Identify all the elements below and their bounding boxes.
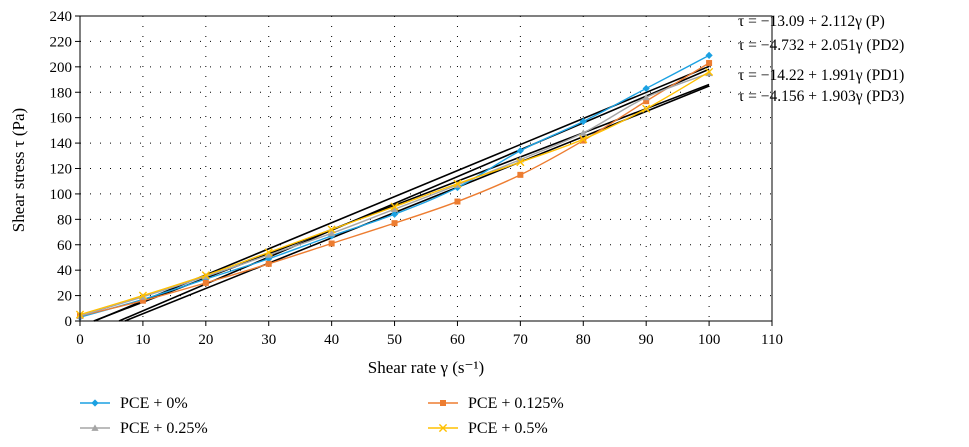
x-tick-label: 20 xyxy=(198,332,213,348)
series-4 xyxy=(75,67,714,319)
fit-equation-label: τ = −4.156 + 1.903γ (PD3) xyxy=(738,88,904,105)
legend-item: PCE + 0.125% xyxy=(428,395,564,412)
data-point xyxy=(642,84,650,93)
data-point xyxy=(454,198,461,205)
fit-equation-label: τ = −4.732 + 2.051γ (PD2) xyxy=(738,37,904,54)
y-tick-label: 180 xyxy=(50,85,73,101)
y-tick-label: 100 xyxy=(50,187,73,203)
data-point xyxy=(516,147,524,155)
y-tick-label: 140 xyxy=(50,136,73,152)
data-point xyxy=(704,67,714,77)
data-point xyxy=(579,135,588,144)
data-point xyxy=(390,205,399,213)
legend-label: PCE + 0.125% xyxy=(468,395,564,412)
y-tick-label: 80 xyxy=(57,212,72,228)
series-2 xyxy=(77,60,713,319)
x-tick-label: 0 xyxy=(76,332,84,348)
data-point xyxy=(265,251,273,258)
legend-item: PCE + 0.5% xyxy=(428,420,548,437)
legend-marker xyxy=(91,424,99,431)
data-point xyxy=(390,210,399,218)
data-point xyxy=(264,248,273,257)
y-tick-label: 200 xyxy=(50,60,73,76)
grid-lines xyxy=(80,15,773,321)
x-tick-label: 30 xyxy=(261,332,276,348)
data-point xyxy=(328,229,336,237)
data-point xyxy=(327,225,336,234)
data-point xyxy=(390,202,399,211)
axes xyxy=(75,15,773,326)
x-tick-label: 40 xyxy=(324,332,339,348)
data-point xyxy=(706,60,713,67)
y-tick-label: 120 xyxy=(50,162,73,178)
legend-marker xyxy=(438,423,448,433)
x-tick-label: 10 xyxy=(135,332,150,348)
legend-label: PCE + 0.5% xyxy=(468,420,548,437)
data-point xyxy=(643,98,650,105)
y-axis-title: Shear stress τ (Pa) xyxy=(9,108,28,232)
data-point xyxy=(328,240,335,247)
data-point xyxy=(139,297,146,304)
x-axis-title: Shear rate γ (s⁻¹) xyxy=(368,358,484,377)
y-tick-label: 220 xyxy=(50,34,73,50)
x-tick-label: 80 xyxy=(576,332,591,348)
data-point xyxy=(579,129,587,136)
legend: PCE + 0% PCE + 0.125% PCE + 0.25% PCE + 0.5… xyxy=(80,395,564,437)
legend-marker xyxy=(91,399,99,407)
plot-frame xyxy=(79,15,773,322)
data-point xyxy=(642,93,650,101)
data-point xyxy=(705,51,713,59)
legend-item: PCE + 0.25% xyxy=(80,420,208,437)
y-tick-label: 160 xyxy=(50,111,73,127)
data-point xyxy=(642,104,651,113)
fit-equation-label: τ = −14.22 + 1.991γ (PD1) xyxy=(738,67,904,84)
legend-marker xyxy=(440,400,446,406)
y-tick-label: 0 xyxy=(65,314,73,330)
x-tick-label: 50 xyxy=(387,332,402,348)
data-point xyxy=(265,255,273,263)
y-tick-label: 20 xyxy=(57,289,72,305)
data-point xyxy=(517,171,524,178)
fit-equation-label: τ = −13.09 + 2.112γ (P) xyxy=(738,13,885,30)
y-tick-label: 60 xyxy=(57,238,72,254)
series-line xyxy=(79,71,710,316)
data-series xyxy=(75,51,714,321)
x-tick-label: 90 xyxy=(639,332,654,348)
fit-line-pd1 xyxy=(124,85,710,322)
data-point xyxy=(265,260,272,267)
equation-annotations: τ = −13.09 + 2.112γ (P) τ = −4.732 + 2.05… xyxy=(738,13,904,105)
y-tick-label: 240 xyxy=(50,9,73,25)
x-tick-label: 60 xyxy=(450,332,465,348)
data-point xyxy=(453,179,462,188)
legend-label: PCE + 0.25% xyxy=(120,420,208,437)
x-tick-label: 110 xyxy=(761,332,783,348)
data-point xyxy=(516,158,525,167)
tick-labels: 0 10 20 30 40 50 60 70 80 90 100 110 0 20 40 60 80 100 120… xyxy=(50,9,783,348)
data-point xyxy=(391,220,398,227)
y-tick-label: 40 xyxy=(57,263,72,279)
legend-label: PCE + 0% xyxy=(120,395,188,412)
data-point xyxy=(201,271,210,280)
data-point xyxy=(579,117,587,126)
data-point xyxy=(580,137,587,144)
data-point xyxy=(202,279,209,286)
x-tick-label: 100 xyxy=(698,332,721,348)
series-line xyxy=(79,62,710,317)
data-point xyxy=(138,291,148,300)
x-tick-label: 70 xyxy=(513,332,528,348)
legend-item: PCE + 0% xyxy=(80,395,188,412)
